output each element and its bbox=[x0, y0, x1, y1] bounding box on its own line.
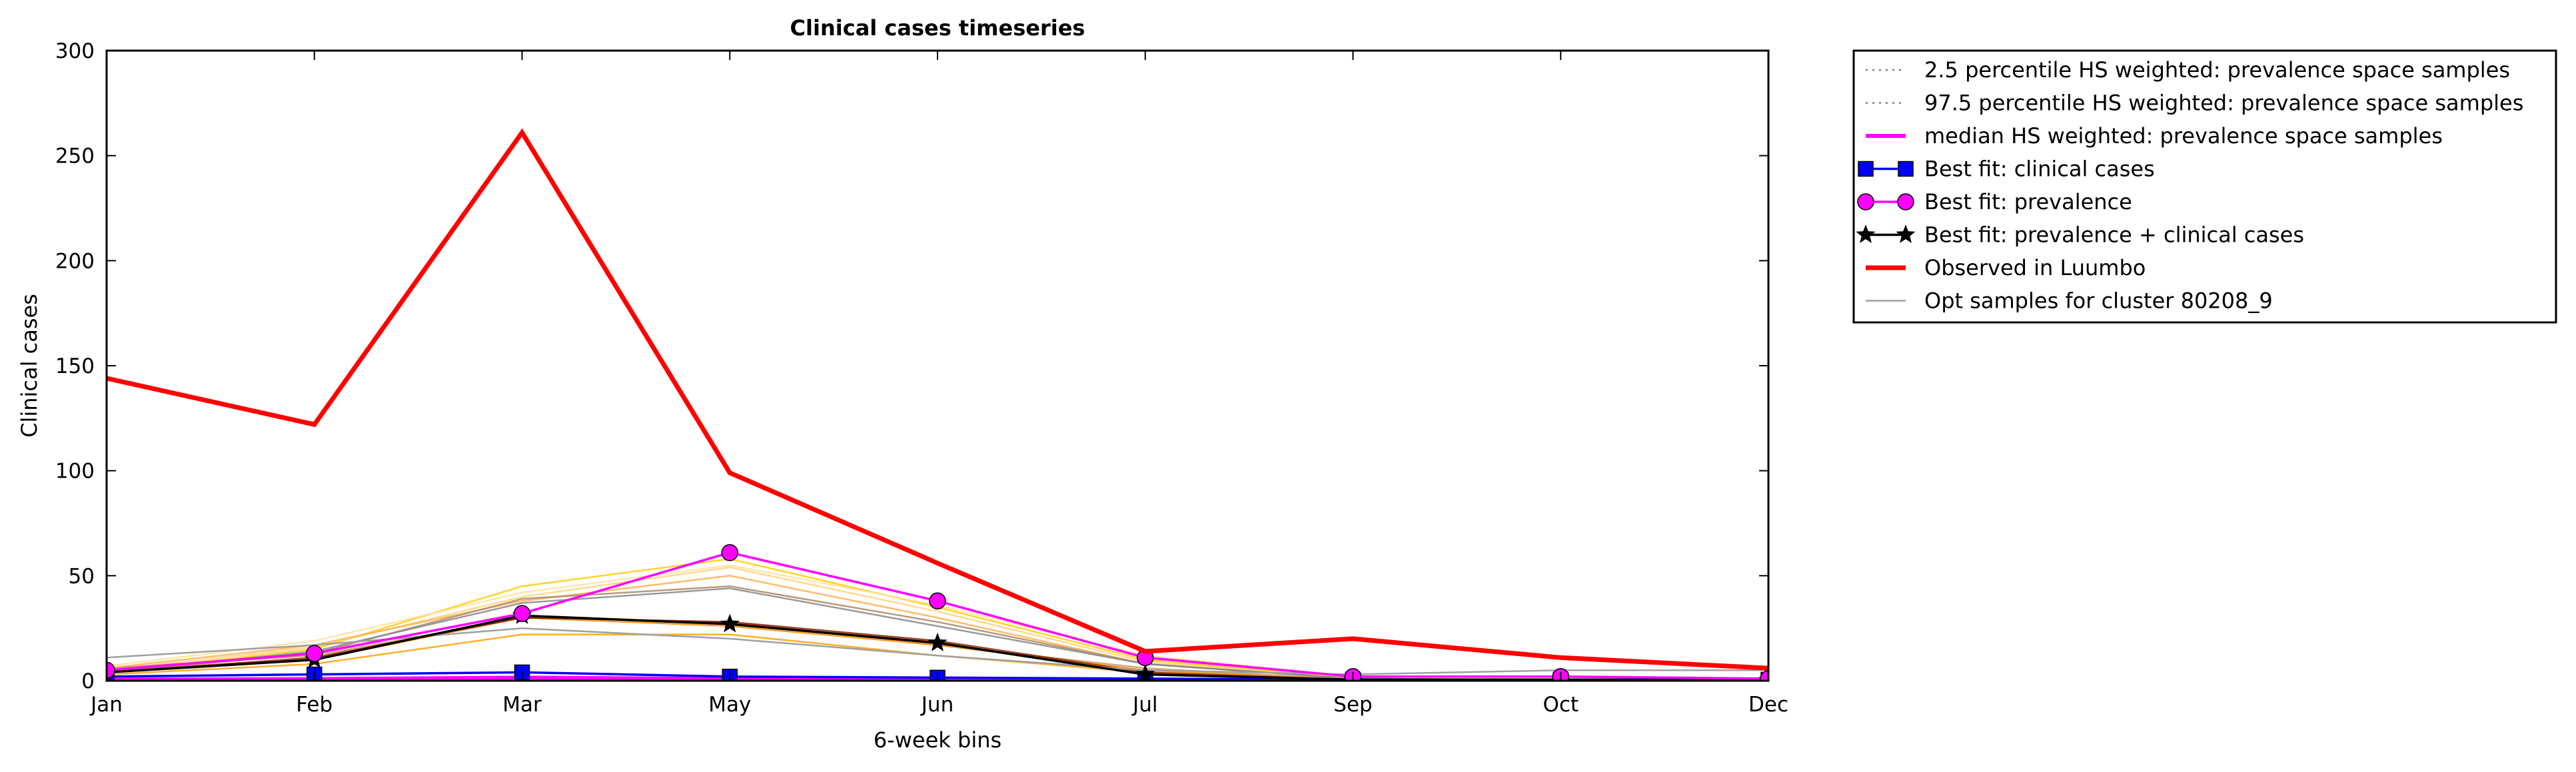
series-7-line bbox=[107, 128, 1768, 671]
y-tick-label: 200 bbox=[55, 249, 95, 273]
legend-marker bbox=[1857, 193, 1874, 210]
x-tick-label: Jun bbox=[920, 693, 954, 717]
legend-marker bbox=[1856, 224, 1876, 243]
series-5-point bbox=[929, 592, 946, 609]
sample-line-3 bbox=[107, 575, 1768, 681]
series-5-point bbox=[107, 661, 115, 679]
legend-box bbox=[1852, 49, 2557, 324]
legend-label: Opt samples for cluster 80208_9 bbox=[1924, 288, 2273, 314]
series-5-point bbox=[306, 645, 323, 662]
series-6-point bbox=[928, 632, 948, 651]
plot-area bbox=[107, 128, 1768, 681]
y-tick-label: 100 bbox=[55, 460, 95, 484]
x-tick-label: Sep bbox=[1333, 693, 1372, 717]
chart-title: Clinical cases timeseries bbox=[790, 15, 1085, 41]
series-5-point bbox=[513, 605, 531, 622]
legend-label: Best fit: clinical cases bbox=[1924, 157, 2155, 182]
y-axis-label: Clinical cases bbox=[17, 294, 42, 438]
y-tick-label: 300 bbox=[55, 39, 95, 63]
legend-marker bbox=[1897, 193, 1914, 210]
y-tick-label: 250 bbox=[55, 145, 95, 169]
x-tick-label: May bbox=[708, 693, 751, 717]
x-tick-label: Mar bbox=[502, 693, 542, 717]
legend-label: median HS weighted: prevalence space sam… bbox=[1924, 123, 2443, 149]
legend-marker bbox=[1896, 224, 1916, 243]
x-tick-label: Dec bbox=[1748, 693, 1788, 717]
legend-marker bbox=[1858, 161, 1874, 177]
x-tick-label: Oct bbox=[1543, 693, 1579, 717]
sample-line-1 bbox=[107, 558, 1768, 681]
y-tick-label: 150 bbox=[55, 354, 95, 378]
legend-label: Best fit: prevalence + clinical cases bbox=[1924, 222, 2304, 248]
axis-ticks: Jan Feb Mar May Jun Jul Sep Oct Dec 0 50 100 150 200 2… bbox=[55, 39, 1788, 717]
series-5-line bbox=[107, 551, 1768, 680]
series-5-point bbox=[1760, 670, 1768, 681]
x-tick-label: Feb bbox=[296, 693, 332, 717]
legend-label: 97.5 percentile HS weighted: prevalence … bbox=[1924, 91, 2523, 116]
legend-label: 2.5 percentile HS weighted: prevalence s… bbox=[1924, 57, 2510, 83]
y-tick-label: 50 bbox=[69, 564, 95, 588]
series-5-point bbox=[721, 544, 738, 562]
x-tick-label: Jul bbox=[1131, 693, 1157, 717]
sample-line-2 bbox=[107, 566, 1768, 681]
series-6-point bbox=[720, 613, 740, 633]
x-axis-label: 6-week bins bbox=[874, 727, 1001, 753]
legend: 2.5 percentile HS weighted: prevalence s… bbox=[1852, 49, 2557, 324]
legend-marker bbox=[1898, 161, 1914, 177]
x-tick-label: Jan bbox=[89, 693, 123, 717]
y-tick-label: 0 bbox=[81, 669, 95, 693]
legend-label: Observed in Luumbo bbox=[1924, 255, 2146, 280]
legend-label: Best fit: prevalence bbox=[1924, 189, 2132, 214]
